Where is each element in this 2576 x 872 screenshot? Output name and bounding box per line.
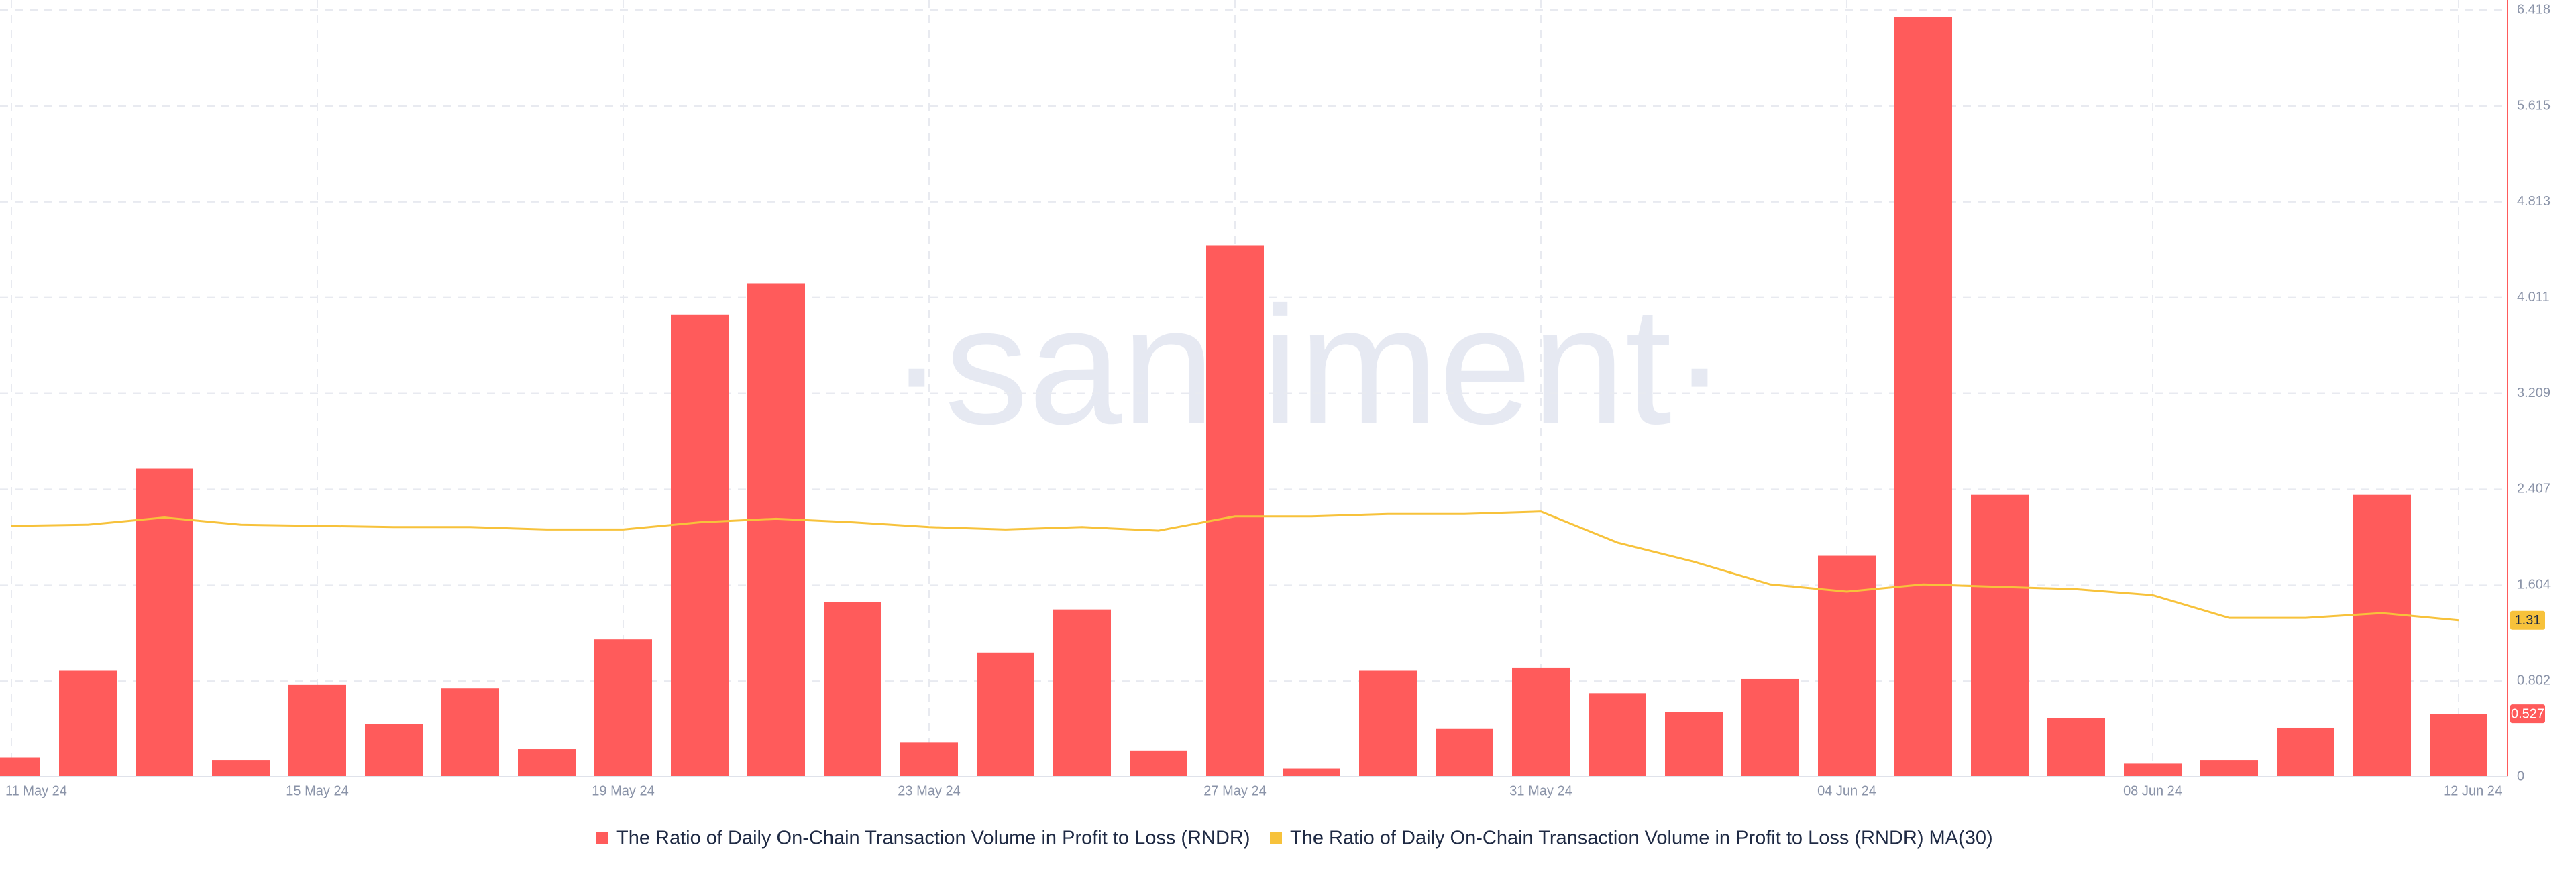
bar: [824, 602, 881, 777]
bar: [2047, 718, 2105, 777]
bar: [2200, 760, 2258, 777]
ma-line: [11, 510, 2459, 622]
watermark: ·santiment·: [889, 272, 1727, 459]
bar: [2353, 494, 2411, 777]
bar: [1894, 17, 1952, 777]
bar: [2430, 714, 2487, 777]
y-tick-label: 4.011: [2517, 290, 2550, 305]
bar: [441, 688, 499, 777]
bar: [1436, 728, 1493, 777]
y-tick-label: 4.813: [2517, 194, 2551, 209]
x-tick-label: 19 May 24: [592, 783, 654, 798]
y-tick-label: 6.418: [2517, 2, 2551, 17]
y-tick-label: 1.604: [2517, 578, 2551, 592]
last-value-label: 0.527: [2511, 706, 2544, 721]
bar: [1053, 609, 1111, 777]
x-tick-label: 11 May 24: [5, 783, 67, 798]
x-tick-label: 31 May 24: [1509, 783, 1572, 798]
bar: [212, 760, 270, 777]
bar: [136, 468, 193, 777]
bar: [1359, 670, 1417, 777]
bar: [2124, 763, 2182, 777]
bar: [1512, 667, 1570, 777]
bar: [747, 283, 805, 777]
y-tick-label: 0.802: [2517, 673, 2551, 688]
y-tick-label: 0: [2517, 769, 2524, 783]
x-tick-label: 08 Jun 24: [2123, 783, 2182, 798]
legend-label: The Ratio of Daily On-Chain Transaction …: [1290, 828, 1993, 849]
bar: [977, 652, 1034, 777]
bar: [518, 749, 576, 777]
y-tick-label: 2.407: [2517, 482, 2551, 496]
bar: [671, 314, 729, 777]
bar: [594, 639, 652, 777]
bar: [59, 670, 117, 777]
bar: [1741, 678, 1799, 777]
bar: [1665, 712, 1723, 777]
x-tick-label: 04 Jun 24: [1817, 783, 1876, 798]
y-tick-label: 3.209: [2517, 386, 2551, 400]
bar: [2277, 727, 2334, 777]
x-tick-label: 12 Jun 24: [2443, 783, 2502, 798]
bar: [365, 724, 423, 777]
last-value-badge: [2510, 704, 2545, 724]
y-tick-label: 5.615: [2517, 98, 2551, 113]
bar: [1283, 768, 1340, 777]
x-tick-label: 15 May 24: [286, 783, 348, 798]
legend-label: The Ratio of Daily On-Chain Transaction …: [616, 828, 1250, 849]
last-value-label: 1.31: [2515, 613, 2541, 628]
legend-swatch: [1270, 832, 1282, 844]
last-value-badge: [2510, 610, 2545, 630]
x-tick-label: 23 May 24: [898, 783, 960, 798]
legend-swatch: [596, 832, 608, 844]
bar: [1589, 693, 1646, 777]
bar: [1206, 245, 1264, 777]
bar: [288, 684, 346, 777]
bar: [1971, 494, 2029, 777]
bar: [900, 742, 958, 777]
x-tick-label: 27 May 24: [1203, 783, 1266, 798]
bar: [0, 757, 40, 777]
bar: [1130, 750, 1187, 777]
